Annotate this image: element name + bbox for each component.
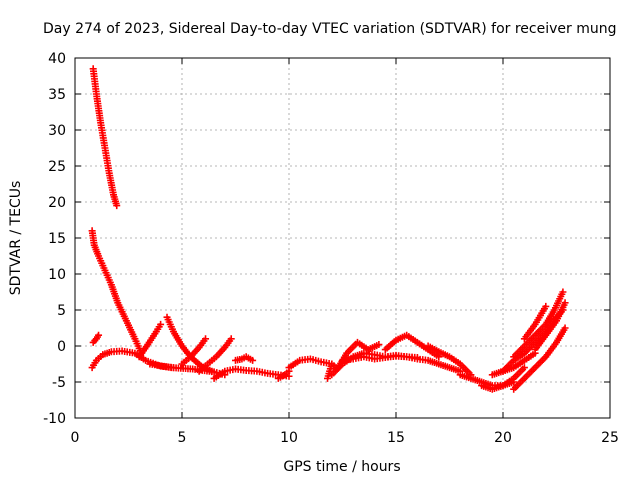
y-tick-label: 15 bbox=[48, 231, 66, 247]
x-tick-label: 0 bbox=[71, 430, 80, 446]
data-series bbox=[89, 65, 121, 210]
data-point bbox=[202, 335, 210, 343]
data-point bbox=[113, 202, 121, 210]
y-tick-label: -10 bbox=[43, 411, 66, 427]
y-tick-label: 0 bbox=[57, 339, 66, 355]
data-series bbox=[178, 335, 210, 368]
data-series bbox=[510, 288, 567, 361]
data-series bbox=[531, 299, 569, 354]
y-tick-label: 5 bbox=[57, 303, 66, 319]
data-series bbox=[339, 352, 421, 364]
data-series bbox=[135, 320, 165, 361]
data-series bbox=[88, 227, 145, 357]
data-point bbox=[249, 356, 257, 364]
data-series bbox=[89, 331, 103, 346]
data-series bbox=[520, 302, 550, 343]
y-tick-label: 10 bbox=[48, 267, 66, 283]
x-axis-label: GPS time / hours bbox=[283, 459, 400, 475]
y-tick-label: -5 bbox=[52, 375, 66, 391]
data-point bbox=[520, 364, 528, 372]
data-point bbox=[559, 288, 567, 296]
data-series bbox=[195, 335, 235, 375]
x-tick-label: 5 bbox=[178, 430, 187, 446]
x-tick-label: 10 bbox=[280, 430, 298, 446]
y-axis-label: SDTVAR / TECUs bbox=[8, 181, 24, 296]
data-series bbox=[274, 367, 293, 382]
data-point bbox=[227, 335, 235, 343]
x-tick-label: 20 bbox=[494, 430, 512, 446]
chart-title: Day 274 of 2023, Sidereal Day-to-day VTE… bbox=[43, 21, 617, 37]
data-point bbox=[413, 354, 421, 362]
x-tick-label: 15 bbox=[387, 430, 405, 446]
data-series bbox=[324, 360, 340, 382]
data-point bbox=[531, 349, 539, 357]
data-point bbox=[561, 299, 569, 307]
x-tick-label: 25 bbox=[601, 430, 619, 446]
tick-layer: 0 5 10 15 20 25 -10 -5 0 5 10 15 20 25 30 35 40 bbox=[43, 51, 619, 446]
data-point bbox=[561, 324, 569, 332]
data-series bbox=[478, 364, 528, 393]
y-tick-label: 30 bbox=[48, 123, 66, 139]
data-point bbox=[375, 341, 383, 349]
data-layer bbox=[88, 65, 569, 393]
data-series bbox=[232, 353, 257, 364]
data-series bbox=[488, 349, 539, 379]
y-tick-label: 40 bbox=[48, 51, 66, 67]
y-tick-label: 25 bbox=[48, 159, 66, 175]
data-point bbox=[95, 331, 103, 339]
data-point bbox=[542, 302, 550, 310]
data-point bbox=[157, 320, 165, 328]
y-tick-label: 35 bbox=[48, 87, 66, 103]
data-series bbox=[510, 324, 569, 393]
y-tick-label: 20 bbox=[48, 195, 66, 211]
